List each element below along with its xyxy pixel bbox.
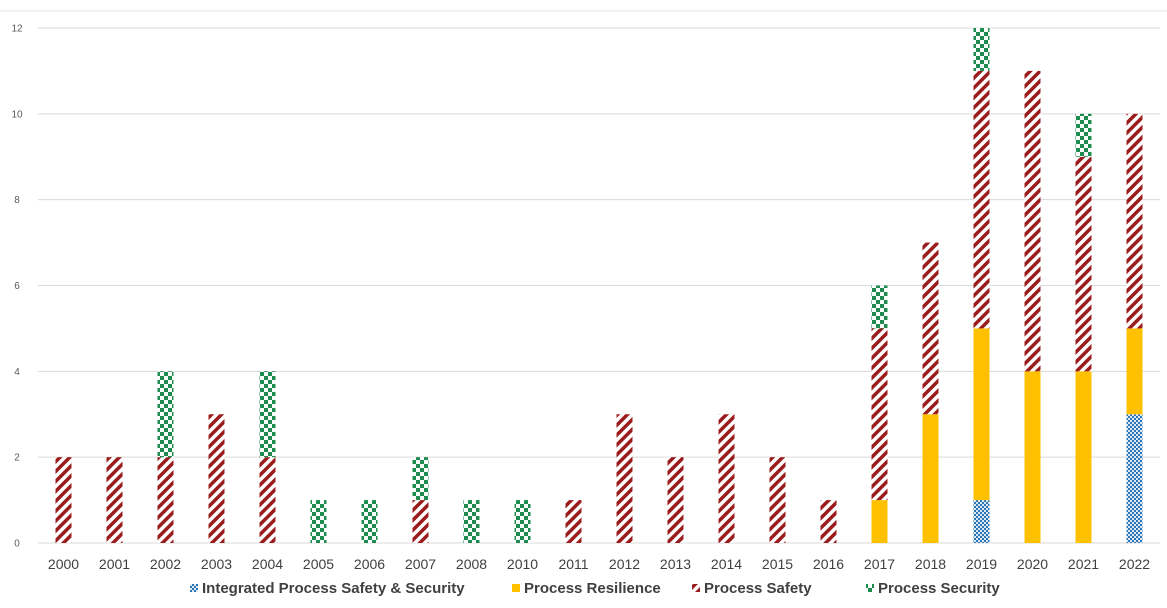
y-tick-label: 8 — [14, 195, 20, 206]
x-tick-label: 2013 — [660, 556, 691, 572]
legend-item: Integrated Process Safety & Security — [190, 580, 465, 597]
legend-swatch — [190, 584, 198, 592]
x-tick-label: 2002 — [150, 556, 181, 572]
bar-segment — [106, 457, 123, 543]
bar-segment — [922, 414, 939, 543]
bar-segment — [922, 242, 939, 415]
bar-segment — [412, 500, 429, 543]
x-tick-label: 2003 — [201, 556, 232, 572]
bar-segment — [157, 371, 174, 458]
legend-label: Process Security — [878, 580, 1000, 597]
x-tick-label: 2006 — [354, 556, 385, 572]
bar-segment — [157, 457, 174, 543]
y-tick-label: 2 — [14, 453, 20, 464]
x-tick-label: 2012 — [609, 556, 640, 572]
bar-segment — [769, 457, 786, 543]
bar-segment — [820, 500, 837, 543]
bar-segment — [1126, 113, 1143, 329]
bar-segment — [412, 457, 429, 501]
x-axis: 2000 2001 2002 2003 2004 2005 2006 2007 2008 2010… — [48, 556, 1150, 572]
legend-label: Process Resilience — [524, 580, 661, 597]
x-tick-label: 2010 — [507, 556, 538, 572]
x-tick-label: 2011 — [558, 556, 588, 572]
x-tick-label: 2014 — [711, 556, 742, 572]
bar-segment — [463, 500, 480, 543]
bar-segment — [1075, 156, 1092, 372]
x-tick-label: 2007 — [405, 556, 436, 572]
x-tick-label: 2000 — [48, 556, 79, 572]
y-tick-label: 4 — [14, 367, 20, 378]
bar-segment — [973, 28, 990, 71]
bar-segment — [871, 500, 888, 543]
legend-label: Process Safety — [704, 580, 812, 597]
y-tick-label: 0 — [14, 539, 20, 550]
legend-label: Integrated Process Safety & Security — [202, 580, 465, 597]
bar-segment — [871, 328, 888, 501]
bar-segment — [973, 70, 990, 329]
x-tick-label: 2019 — [966, 556, 997, 572]
legend-swatch — [512, 584, 520, 592]
x-tick-label: 2015 — [762, 556, 793, 572]
legend-item: Process Resilience — [512, 580, 661, 597]
x-tick-label: 2004 — [252, 556, 283, 572]
bar-segment — [361, 500, 378, 543]
bar-segment — [55, 457, 72, 543]
bar-segment — [310, 500, 327, 543]
legend-item: Process Security — [866, 580, 1000, 597]
x-tick-label: 2017 — [864, 556, 895, 572]
bars — [55, 28, 1143, 543]
legend-swatch — [866, 584, 874, 592]
y-tick-label: 12 — [11, 24, 23, 35]
bar-segment — [565, 500, 582, 543]
bar-segment — [208, 414, 225, 543]
bar-segment — [871, 285, 888, 329]
x-tick-label: 2020 — [1017, 556, 1048, 572]
y-axis: 0 2 4 6 8 10 12 — [11, 24, 23, 550]
x-tick-label: 2001 — [99, 556, 130, 572]
x-tick-label: 2005 — [303, 556, 334, 572]
bar-segment — [1024, 70, 1041, 372]
x-tick-label: 2018 — [915, 556, 946, 572]
bar-segment — [973, 500, 990, 543]
legend-swatch — [692, 584, 700, 592]
bar-segment — [1075, 371, 1092, 543]
bar-segment — [718, 414, 735, 543]
bar-segment — [1024, 371, 1041, 543]
bar-segment — [973, 328, 990, 501]
bar-segment — [667, 457, 684, 543]
bar-segment — [1075, 113, 1092, 157]
x-tick-label: 2022 — [1119, 556, 1150, 572]
bar-segment — [1126, 328, 1143, 415]
y-tick-label: 6 — [14, 281, 20, 292]
bar-segment — [259, 371, 276, 458]
x-tick-label: 2016 — [813, 556, 844, 572]
bar-segment — [259, 457, 276, 543]
gridlines — [0, 10, 1167, 544]
bar-segment — [1126, 414, 1143, 543]
x-tick-label: 2021 — [1068, 556, 1099, 572]
bar-segment — [514, 500, 531, 543]
y-tick-label: 10 — [11, 109, 23, 120]
x-tick-label: 2008 — [456, 556, 487, 572]
legend: Integrated Process Safety & Security Proc… — [190, 580, 1000, 597]
legend-item: Process Safety — [692, 580, 812, 597]
bar-segment — [616, 414, 633, 543]
